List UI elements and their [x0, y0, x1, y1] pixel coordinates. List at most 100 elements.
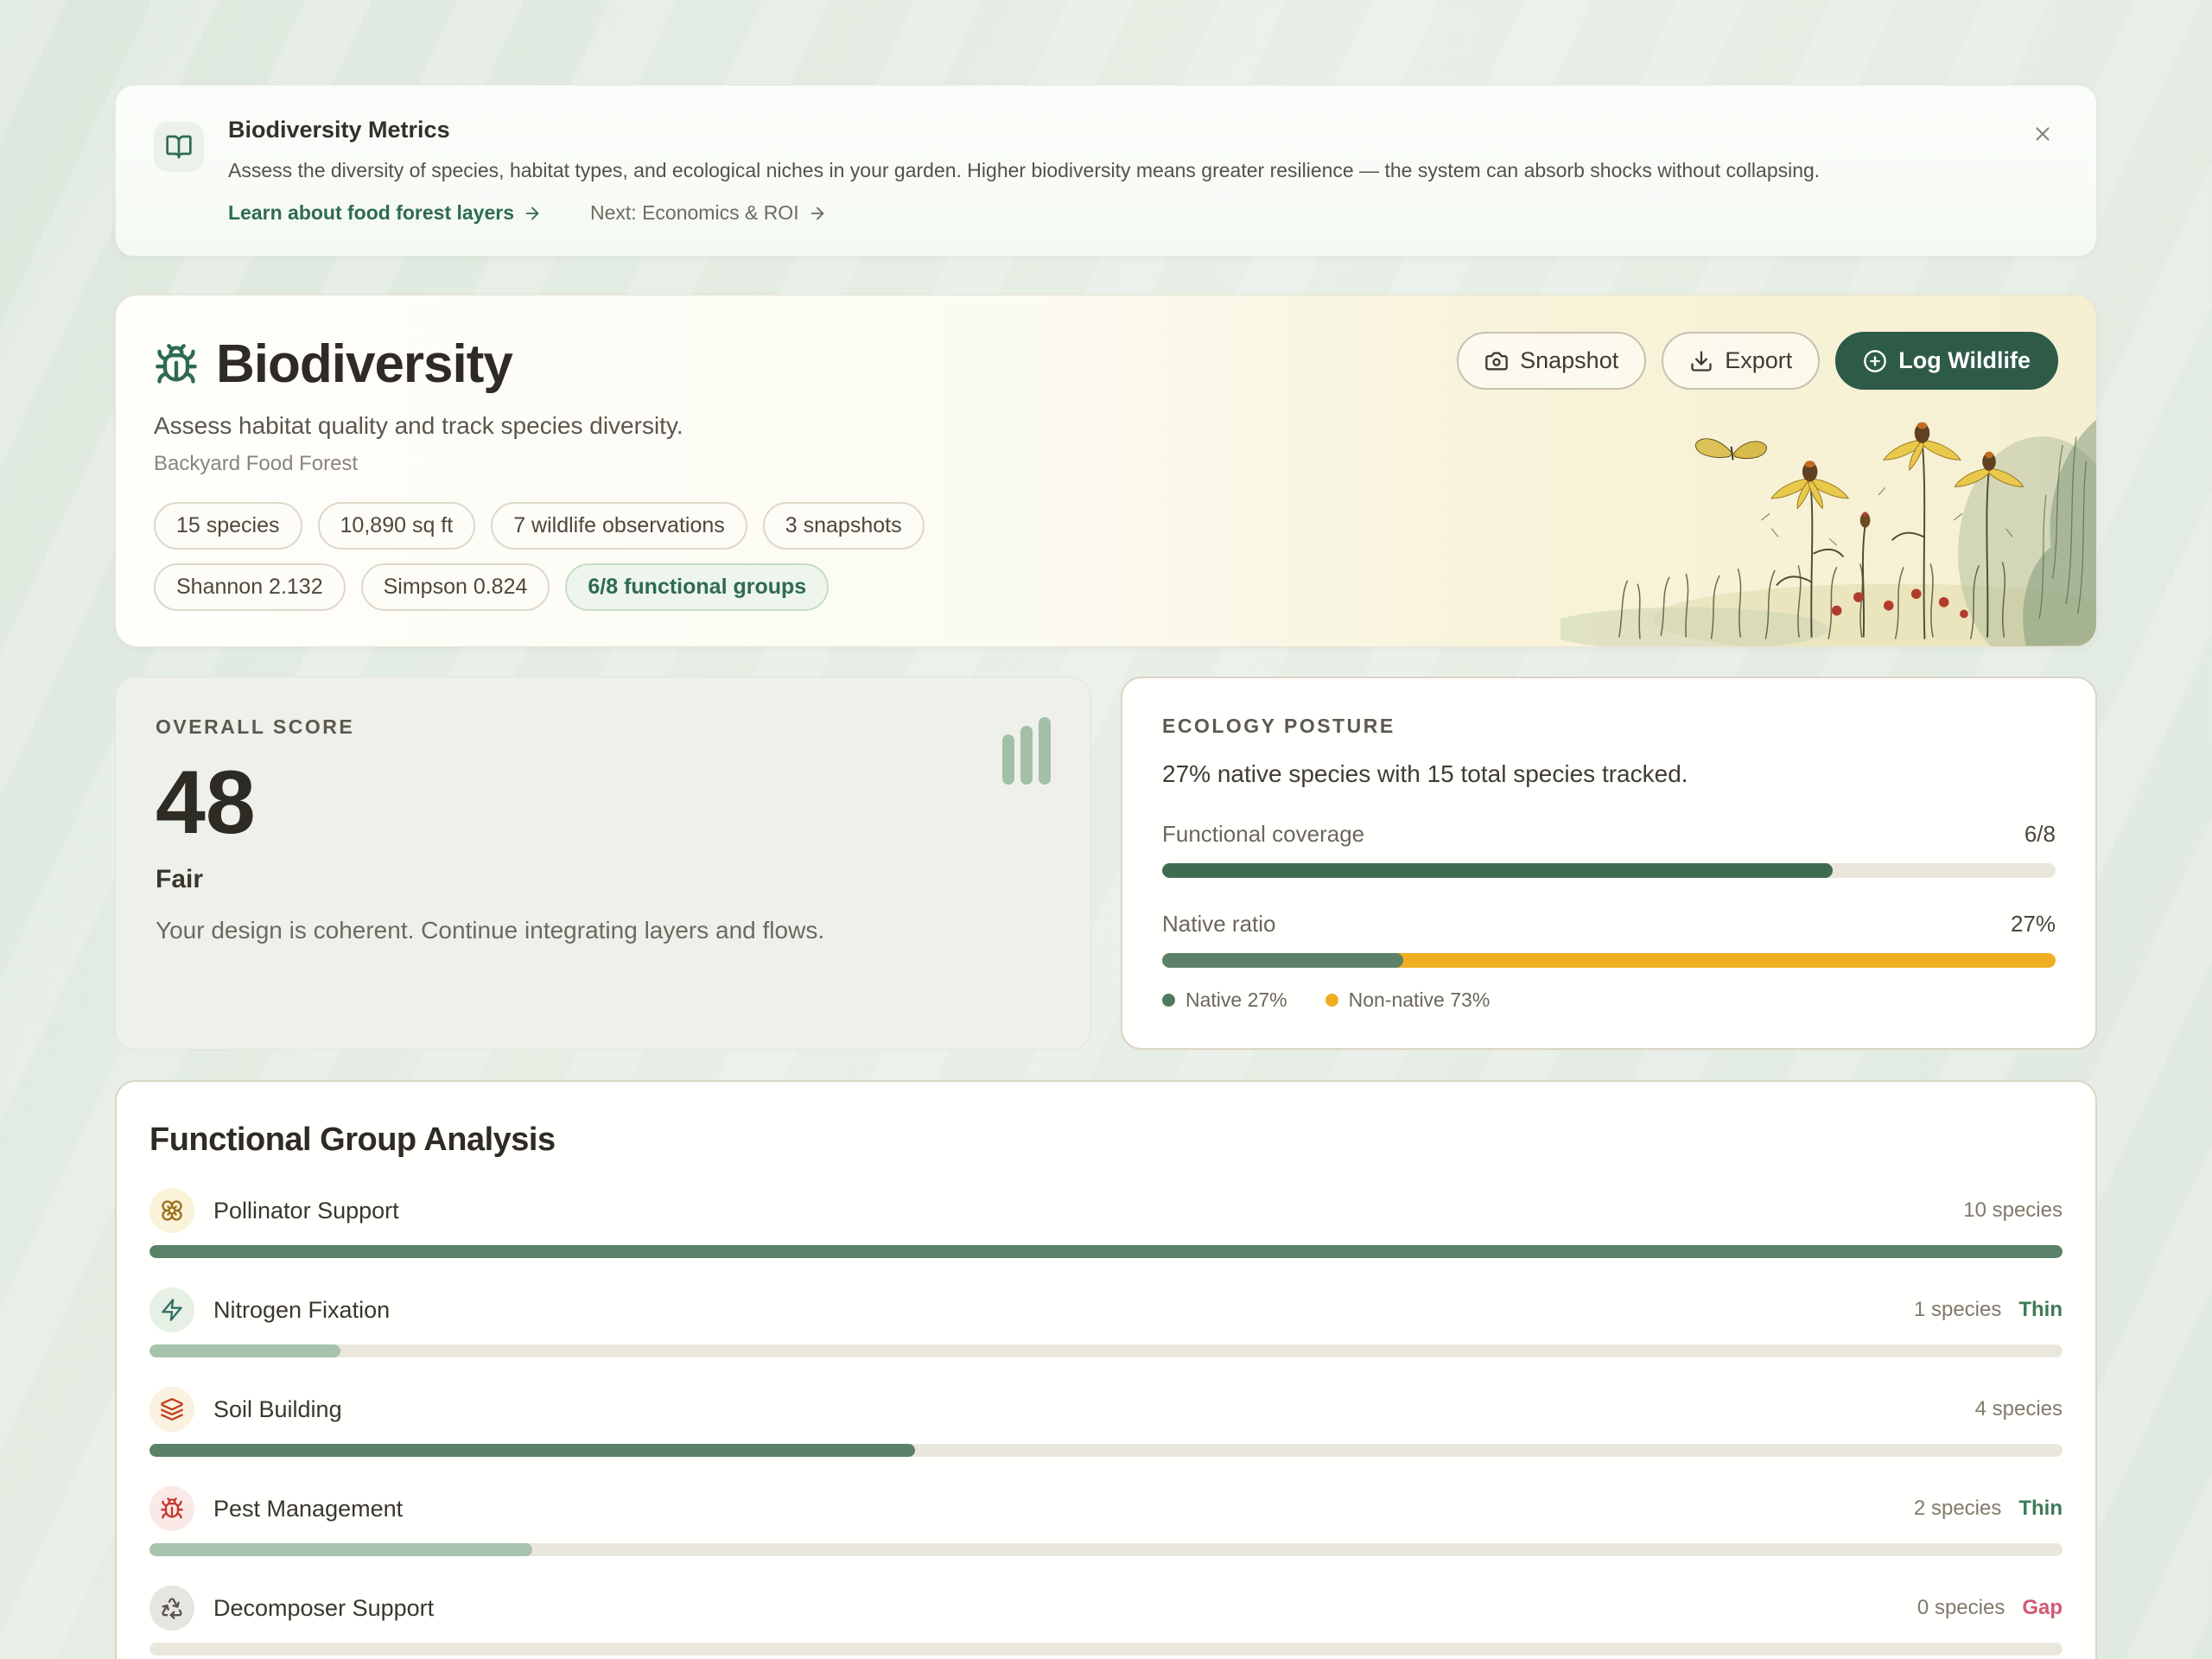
overall-score-description: Your design is coherent. Continue integr…: [156, 917, 825, 944]
flower-icon: [149, 1188, 194, 1234]
learn-link-label: Learn about food forest layers: [228, 201, 515, 225]
arrow-right-icon: [810, 207, 823, 219]
progress-fill: [149, 1444, 915, 1458]
progress-track: [149, 1444, 2063, 1458]
legend-non-native: Non-native 73%: [1325, 988, 1491, 1012]
banner-description: Assess the diversity of species, habitat…: [228, 159, 1821, 181]
native-legend: Native 27% Non-native 73%: [1162, 988, 2056, 1012]
legend-native: Native 27%: [1162, 988, 1287, 1012]
shannon-badge: Shannon 2.132: [154, 563, 346, 612]
functional-group-analysis-card: Functional Group Analysis Pollinator Sup…: [115, 1080, 2097, 1659]
project-name: Backyard Food Forest: [154, 452, 359, 476]
legend-non-native-label: Non-native 73%: [1348, 988, 1491, 1012]
log-wildlife-button[interactable]: Log Wildlife: [1835, 332, 2058, 391]
native-ratio-label: Native ratio: [1162, 911, 1276, 938]
species-count: 1 species: [1913, 1298, 2002, 1322]
group-name: Pollinator Support: [213, 1197, 399, 1224]
progress-fill: [149, 1344, 341, 1358]
metric-badges-row: Shannon 2.132 Simpson 0.824 6/8 function…: [154, 563, 2058, 612]
ecology-posture-summary: 27% native species with 15 total species…: [1162, 760, 1688, 788]
layers-icon: [149, 1387, 194, 1433]
stat-badges-row: 15 species 10,890 sq ft 7 wildlife obser…: [154, 502, 2058, 550]
native-ratio-fill: [1162, 953, 1404, 969]
group-name: Pest Management: [213, 1495, 404, 1522]
native-ratio-value: 27%: [2010, 911, 2056, 938]
log-wildlife-label: Log Wildlife: [1898, 347, 2031, 374]
progress-fill: [149, 1543, 532, 1557]
biodiversity-header-card: Biodiversity Assess habitat quality and …: [115, 295, 2097, 648]
export-button[interactable]: Export: [1662, 332, 1821, 391]
bug-icon: [154, 342, 199, 387]
species-count: 10 species: [1963, 1198, 2063, 1223]
functional-coverage-row: Functional coverage 6/8: [1162, 821, 2056, 848]
native-ratio-track: [1162, 953, 2056, 969]
group-row-pest: Pest Management 2 species Thin: [149, 1486, 2063, 1557]
native-dot-icon: [1162, 994, 1175, 1007]
functional-coverage-fill: [1162, 863, 1833, 879]
overall-score-rating: Fair: [156, 865, 204, 894]
area-badge: 10,890 sq ft: [317, 502, 476, 550]
page-title: Biodiversity: [216, 334, 513, 395]
functional-coverage-label: Functional coverage: [1162, 821, 1365, 848]
close-icon[interactable]: [2024, 115, 2062, 153]
progress-fill: [149, 1245, 2063, 1259]
species-count: 0 species: [1916, 1596, 2005, 1620]
progress-track: [149, 1543, 2063, 1557]
download-icon: [1691, 350, 1712, 372]
ecology-posture-label: ECOLOGY POSTURE: [1162, 715, 1395, 738]
functional-coverage-track: [1162, 863, 2056, 879]
plus-circle-icon: [1864, 349, 1887, 372]
group-row-soil: Soil Building 4 species: [149, 1387, 2063, 1458]
biodiversity-metrics-banner: Biodiversity Metrics Assess the diversit…: [115, 85, 2097, 257]
species-count: 2 species: [1913, 1497, 2002, 1521]
observations-badge: 7 wildlife observations: [491, 502, 747, 550]
bug-icon: [149, 1486, 194, 1532]
native-ratio-row: Native ratio 27%: [1162, 911, 2056, 938]
page-subtitle: Assess habitat quality and track species…: [154, 412, 683, 440]
butterfly: [1695, 438, 1767, 461]
learn-food-forest-link[interactable]: Learn about food forest layers: [228, 201, 542, 225]
arrow-right-icon: [525, 207, 539, 219]
overall-score-value: 48: [156, 753, 256, 854]
next-link-label: Next: Economics & ROI: [590, 201, 799, 225]
banner-title: Biodiversity Metrics: [228, 117, 450, 143]
functional-group-analysis-title: Functional Group Analysis: [149, 1122, 556, 1159]
species-count: 4 species: [1974, 1397, 2063, 1421]
banner-links: Learn about food forest layers Next: Eco…: [228, 201, 1820, 225]
progress-track: [149, 1643, 2063, 1656]
group-name: Soil Building: [213, 1395, 342, 1422]
ecology-posture-card: ECOLOGY POSTURE 27% native species with …: [1121, 677, 2097, 1051]
status-label: Gap: [2022, 1596, 2063, 1620]
overall-score-label: OVERALL SCORE: [156, 715, 355, 739]
progress-track: [149, 1245, 2063, 1259]
non-native-dot-icon: [1325, 994, 1338, 1007]
header-actions: Snapshot Export Log Wildlife: [1457, 332, 2058, 391]
zap-icon: [149, 1287, 194, 1333]
group-name: Nitrogen Fixation: [213, 1296, 391, 1323]
page: Biodiversity Metrics Assess the diversit…: [115, 85, 2097, 1659]
snapshot-button[interactable]: Snapshot: [1457, 332, 1647, 391]
snapshots-badge: 3 snapshots: [762, 502, 925, 550]
recycle-icon: [149, 1586, 194, 1631]
group-name: Decomposer Support: [213, 1594, 435, 1621]
snapshot-label: Snapshot: [1520, 347, 1619, 374]
open-book-icon: [154, 122, 204, 172]
simpson-badge: Simpson 0.824: [360, 563, 550, 612]
functional-coverage-value: 6/8: [2024, 821, 2056, 848]
group-row-pollinator: Pollinator Support 10 species: [149, 1188, 2063, 1259]
score-row: OVERALL SCORE 48 Fair Your design is coh…: [115, 677, 2097, 1051]
group-row-decomposer: Decomposer Support 0 species Gap: [149, 1586, 2063, 1656]
group-row-nitrogen: Nitrogen Fixation 1 species Thin: [149, 1287, 2063, 1358]
legend-native-label: Native 27%: [1185, 988, 1287, 1012]
species-count-badge: 15 species: [154, 502, 302, 550]
next-economics-link[interactable]: Next: Economics & ROI: [590, 201, 827, 225]
export-label: Export: [1725, 347, 1793, 374]
banner-body: Biodiversity Metrics Assess the diversit…: [228, 117, 1897, 225]
overall-score-card: OVERALL SCORE 48 Fair Your design is coh…: [115, 677, 1091, 1051]
bar-chart-icon: [1002, 717, 1051, 785]
status-label: Thin: [2018, 1497, 2063, 1521]
progress-track: [149, 1344, 2063, 1358]
functional-groups-badge: 6/8 functional groups: [565, 563, 830, 612]
status-label: Thin: [2018, 1298, 2063, 1322]
wildflower-illustration: [1560, 419, 2096, 647]
